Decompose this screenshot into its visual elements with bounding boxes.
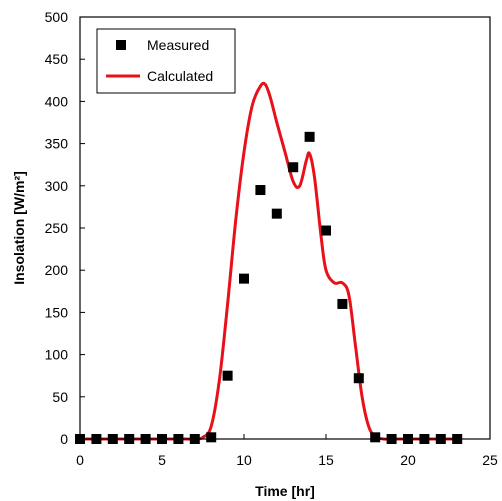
x-tick-label: 5 [158, 452, 166, 468]
data-point-measured [206, 432, 217, 443]
y-tick-label: 200 [45, 262, 69, 278]
data-point-measured [288, 162, 299, 173]
y-tick-label: 500 [45, 9, 69, 25]
data-point-measured [353, 373, 364, 384]
data-point-measured [370, 432, 381, 443]
y-axis-title: Insolation [W/m²] [11, 171, 27, 285]
x-tick-label: 25 [482, 452, 498, 468]
legend-marker-measured [116, 40, 126, 50]
y-tick-label: 400 [45, 93, 69, 109]
x-tick-label: 15 [318, 452, 334, 468]
x-tick-label: 10 [236, 452, 252, 468]
data-point-measured [304, 131, 315, 142]
y-tick-label: 250 [45, 220, 69, 236]
legend-label: Calculated [147, 68, 213, 84]
y-tick-label: 100 [45, 347, 69, 363]
y-tick-label: 300 [45, 178, 69, 194]
data-point-measured [239, 273, 249, 284]
series-line-calculated [80, 81, 458, 441]
x-tick-label: 0 [76, 452, 84, 468]
x-tick-label: 20 [400, 452, 416, 468]
plot-area [75, 81, 463, 444]
legend-label: Measured [147, 37, 209, 53]
data-point-measured [321, 225, 331, 236]
y-tick-label: 0 [60, 431, 68, 447]
y-tick-label: 450 [45, 51, 69, 67]
data-point-measured [255, 185, 266, 196]
x-axis-title: Time [hr] [255, 483, 315, 499]
axes: 0 50 100 150 200 250 300 350 400 450 500 0 5 10 15 20 25… [11, 9, 498, 499]
data-point-measured [271, 208, 282, 219]
legend: Measured Calculated [96, 28, 236, 94]
y-tick-label: 350 [45, 136, 69, 152]
y-tick-label: 150 [45, 304, 69, 320]
data-point-measured [337, 298, 348, 309]
legend-box [96, 28, 236, 94]
y-tick-label: 50 [52, 389, 68, 405]
data-point-measured [222, 370, 233, 381]
